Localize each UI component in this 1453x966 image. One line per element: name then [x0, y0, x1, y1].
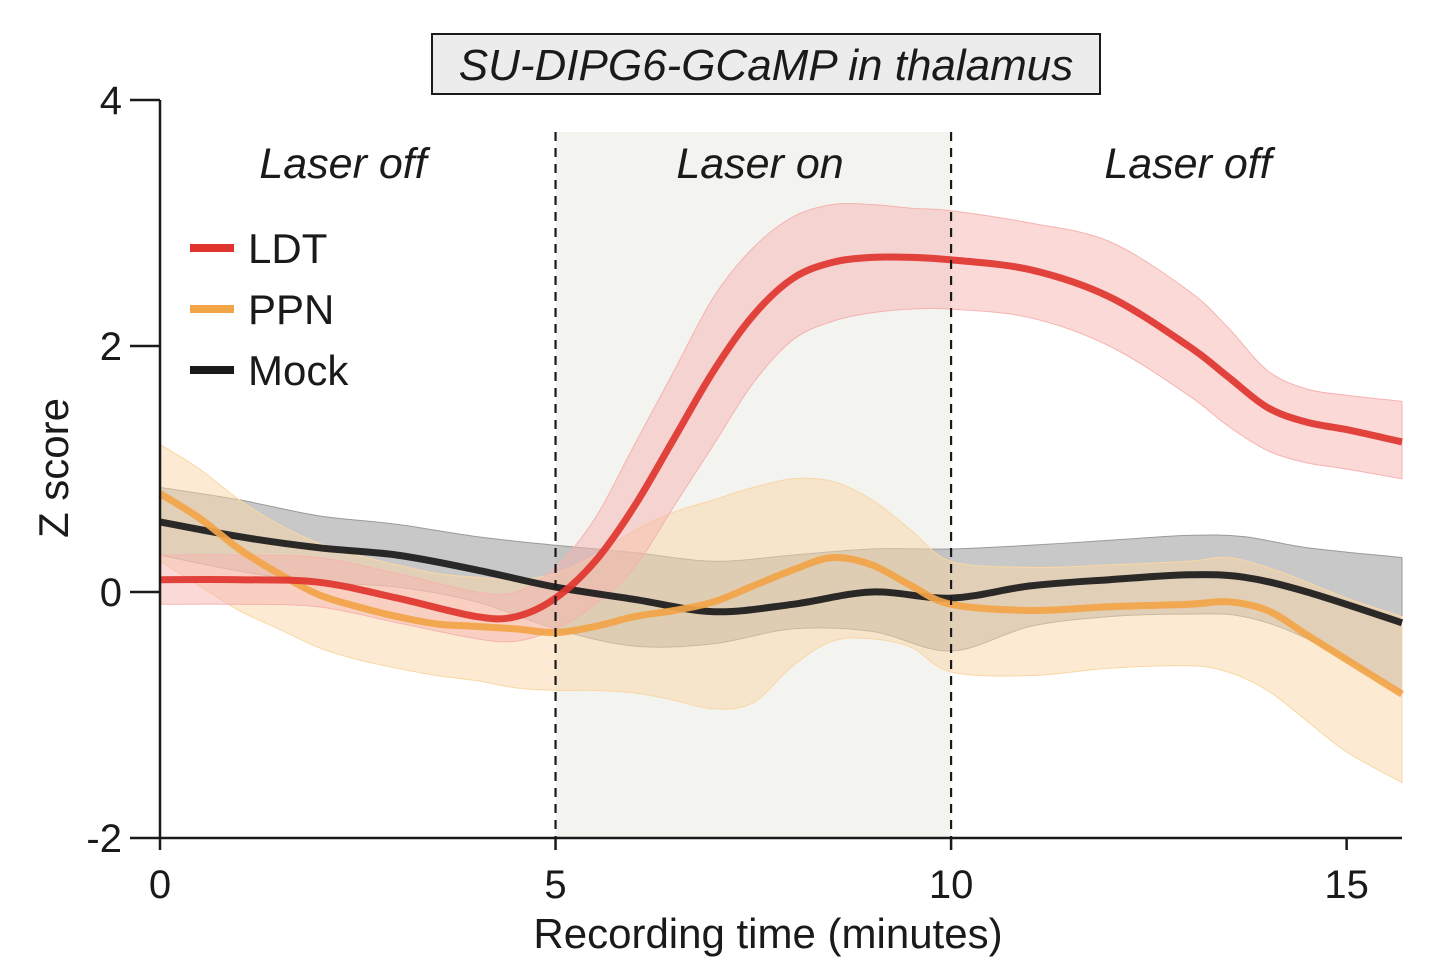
chart-title-box: SU-DIPG6-GCaMP in thalamus	[431, 33, 1101, 95]
x-tick-label: 5	[544, 863, 566, 907]
ldt-mean-line	[159, 253, 1403, 623]
y-tick-label: 2	[100, 325, 122, 369]
axes	[158, 100, 1402, 840]
ldt-confidence-band	[159, 202, 1403, 643]
x-ticks: 0 5 10 15	[149, 838, 1369, 907]
ppn-mean-line	[158, 490, 1404, 698]
legend: LDT PPN Mock	[190, 225, 349, 394]
region-label-laser-on: Laser on	[676, 140, 843, 188]
x-axis-label: Recording time (minutes)	[533, 910, 1002, 957]
legend-label-mock: Mock	[248, 347, 349, 394]
mean-lines	[158, 253, 1404, 698]
x-tick-label: 10	[929, 863, 974, 907]
region-label-laser-off-1: Laser off	[259, 140, 430, 188]
region-label-laser-off-2: Laser off	[1104, 140, 1275, 188]
y-tick-label: 0	[100, 571, 122, 615]
y-tick-label: 4	[100, 79, 122, 123]
x-tick-label: 15	[1324, 863, 1369, 907]
y-ticks: -2 0 2 4	[86, 79, 160, 861]
y-tick-label: -2	[86, 817, 122, 861]
chart-title: SU-DIPG6-GCaMP in thalamus	[459, 41, 1074, 90]
legend-label-ldt: LDT	[248, 225, 327, 272]
laser-boundaries	[554, 132, 953, 838]
legend-label-ppn: PPN	[248, 286, 334, 333]
mock-mean-line	[159, 518, 1404, 627]
y-axis-label: Z score	[30, 398, 77, 538]
ppn-confidence-band	[159, 443, 1403, 784]
x-tick-label: 0	[149, 863, 171, 907]
